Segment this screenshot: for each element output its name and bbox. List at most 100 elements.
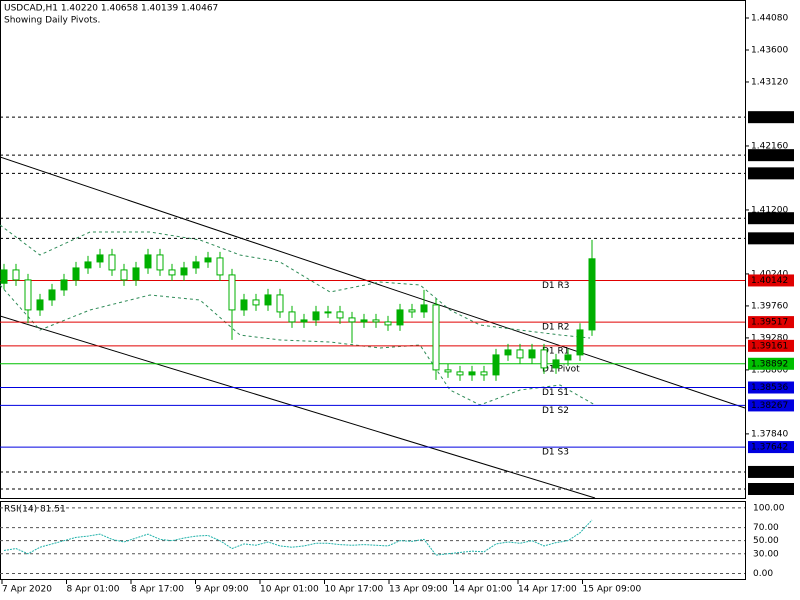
- pivot-name: D1 S2: [542, 406, 569, 416]
- candle-body: [432, 304, 440, 371]
- pivot-value-label: 1.40142: [751, 276, 788, 286]
- candle-body: [420, 304, 428, 313]
- pivot-label-box: [748, 339, 794, 352]
- level-label: 1.41076: [751, 214, 788, 224]
- level-label: 1.41749: [751, 169, 788, 179]
- rsi-tick-label: 50.00: [753, 536, 779, 546]
- y-tick-label: 1.37840: [751, 429, 788, 439]
- candle-body: [336, 311, 344, 319]
- channel-upper: [0, 156, 746, 409]
- candle-body: [588, 258, 596, 331]
- candle-body: [156, 254, 164, 271]
- candle-body: [36, 299, 44, 311]
- rsi-tick-label: 70.00: [753, 523, 779, 533]
- pivot-name: D1 Pivot: [542, 364, 580, 374]
- level-label: 1.40774: [751, 234, 788, 244]
- candle-body: [96, 254, 104, 263]
- candle-body: [180, 267, 188, 276]
- candle-body: [240, 299, 248, 311]
- candle-body: [576, 329, 584, 356]
- y-tick-label: 1.40240: [751, 269, 788, 279]
- pivot-value-label: 1.39161: [751, 341, 788, 351]
- candle-body: [372, 319, 380, 323]
- candle-body: [552, 359, 560, 369]
- candle-body: [480, 371, 488, 376]
- x-tick-label: 8 Apr 01:00: [67, 585, 120, 595]
- chart-subtitle: Showing Daily Pivots.: [4, 16, 100, 26]
- candle-body: [252, 299, 260, 306]
- candle-body: [564, 354, 572, 361]
- candle-body: [312, 311, 320, 321]
- candle-body: [360, 319, 368, 323]
- pivot-value-label: 1.38892: [751, 359, 788, 369]
- candle-body: [108, 254, 116, 271]
- pivot-label-box: [748, 274, 794, 287]
- pivot-label-box: [748, 381, 794, 394]
- pivot-name: D1 S1: [542, 388, 569, 398]
- pivot-value-label: 1.38536: [751, 383, 788, 393]
- x-tick-label: 15 Apr 09:00: [583, 585, 642, 595]
- candle-body: [24, 279, 32, 311]
- x-tick-label: 7 Apr 2020: [2, 585, 52, 595]
- pivot-name: D1 S3: [542, 448, 569, 458]
- x-tick-label: 10 Apr 17:00: [325, 585, 384, 595]
- x-tick-label: 14 Apr 01:00: [454, 585, 513, 595]
- candle-body: [228, 274, 236, 311]
- rsi-tick-label: 30.00: [753, 549, 779, 559]
- pivot-label-box: [748, 357, 794, 370]
- y-tick-label: 1.39280: [751, 333, 788, 343]
- rsi-tick-label: 100.00: [753, 503, 785, 513]
- candle-body: [60, 279, 68, 291]
- pivot-label-box: [748, 441, 794, 454]
- candle-body: [324, 311, 332, 314]
- candle-body: [204, 257, 212, 263]
- candle-body: [468, 371, 476, 376]
- candle-body: [456, 371, 464, 376]
- pivot-name: D1 R1: [542, 346, 570, 356]
- y-tick-label: 1.42160: [751, 141, 788, 151]
- candle-body: [276, 294, 284, 313]
- band-upper: [0, 224, 591, 339]
- candle-body: [0, 269, 8, 284]
- pivot-value-label: 1.39517: [751, 318, 788, 328]
- x-tick-label: 10 Apr 01:00: [260, 585, 319, 595]
- x-tick-label: 14 Apr 17:00: [518, 585, 577, 595]
- candle-body: [540, 349, 548, 369]
- rsi-line: [3, 519, 593, 556]
- pivot-label-box: [748, 316, 794, 329]
- pivot-value-label: 1.38267: [751, 401, 788, 411]
- y-tick-label: 1.43600: [751, 45, 788, 55]
- level-label: 1.37013: [751, 485, 788, 495]
- candle-body: [120, 269, 128, 281]
- candle-body: [528, 349, 536, 359]
- pivot-name: D1 R2: [542, 323, 570, 333]
- candle-body: [192, 261, 200, 269]
- candle-body: [12, 269, 20, 281]
- candle-body: [300, 319, 308, 323]
- candle-body: [264, 294, 272, 306]
- candle-body: [396, 309, 404, 326]
- level-label: 1.37269: [751, 467, 788, 477]
- candle-body: [216, 257, 224, 276]
- candle-body: [84, 261, 92, 269]
- y-tick-label: 1.38800: [751, 365, 788, 375]
- x-tick-label: 9 Apr 09:00: [196, 585, 249, 595]
- candle-body: [48, 289, 56, 301]
- level-label-box: [748, 483, 794, 496]
- candle-body: [444, 369, 452, 373]
- level-label-box: [748, 212, 794, 225]
- level-label: 1.42592: [751, 113, 788, 123]
- rsi-tick-label: 0.00: [753, 569, 773, 579]
- x-tick-label: 13 Apr 09:00: [389, 585, 448, 595]
- pivot-name: D1 R3: [542, 281, 570, 291]
- y-tick-label: 1.41200: [751, 205, 788, 215]
- level-label-box: [748, 149, 794, 162]
- y-tick-label: 1.39760: [751, 301, 788, 311]
- main-panel: [0, 0, 746, 499]
- y-tick-label: 1.43120: [751, 77, 788, 87]
- candle-body: [492, 354, 500, 376]
- level-label-box: [748, 167, 794, 180]
- level-label: 1.42022: [751, 151, 788, 161]
- candle-body: [288, 311, 296, 323]
- candle-body: [504, 349, 512, 356]
